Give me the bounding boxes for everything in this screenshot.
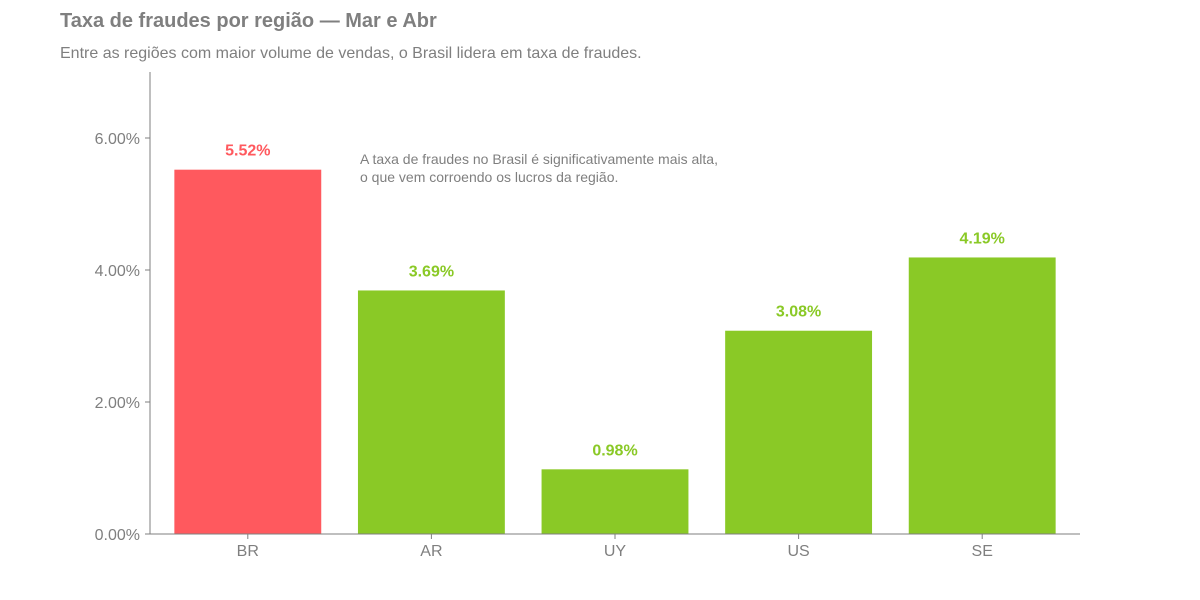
x-tick-label-uy: UY [604,543,627,560]
annotation-line: A taxa de fraudes no Brasil é significat… [360,151,718,167]
bar-us [725,330,873,534]
chart-annotation: A taxa de fraudes no Brasil é significat… [360,151,718,185]
x-axis: BR AR UY US SE [150,533,1080,560]
x-tick-label-se: SE [972,543,993,560]
bar-br [174,169,322,534]
data-label-us: 3.08% [776,304,821,321]
bars [174,169,1056,534]
data-label-uy: 0.98% [592,442,637,459]
bar-ar [357,290,505,534]
y-tick-label: 2.00% [95,395,140,412]
chart-subtitle: Entre as regiões com maior volume de ven… [60,45,642,62]
y-axis: 0.00% 2.00% 4.00% 6.00% [95,72,151,544]
data-labels: 5.52% 3.69% 0.98% 3.08% 4.19% [225,143,1005,460]
x-tick-label-ar: AR [420,543,442,560]
annotation-line: o que vem corroendo os lucros da região. [360,169,618,185]
chart-title: Taxa de fraudes por região — Mar e Abr [60,10,437,32]
x-tick-label-us: US [787,543,809,560]
y-tick-label: 6.00% [95,131,140,148]
data-label-ar: 3.69% [409,263,454,280]
data-label-br: 5.52% [225,143,270,160]
bar-uy [541,469,689,534]
y-tick-label: 4.00% [95,263,140,280]
bar-se [908,257,1056,534]
y-tick-label: 0.00% [95,527,140,544]
data-label-se: 4.19% [960,230,1005,247]
x-tick-label-br: BR [237,543,259,560]
